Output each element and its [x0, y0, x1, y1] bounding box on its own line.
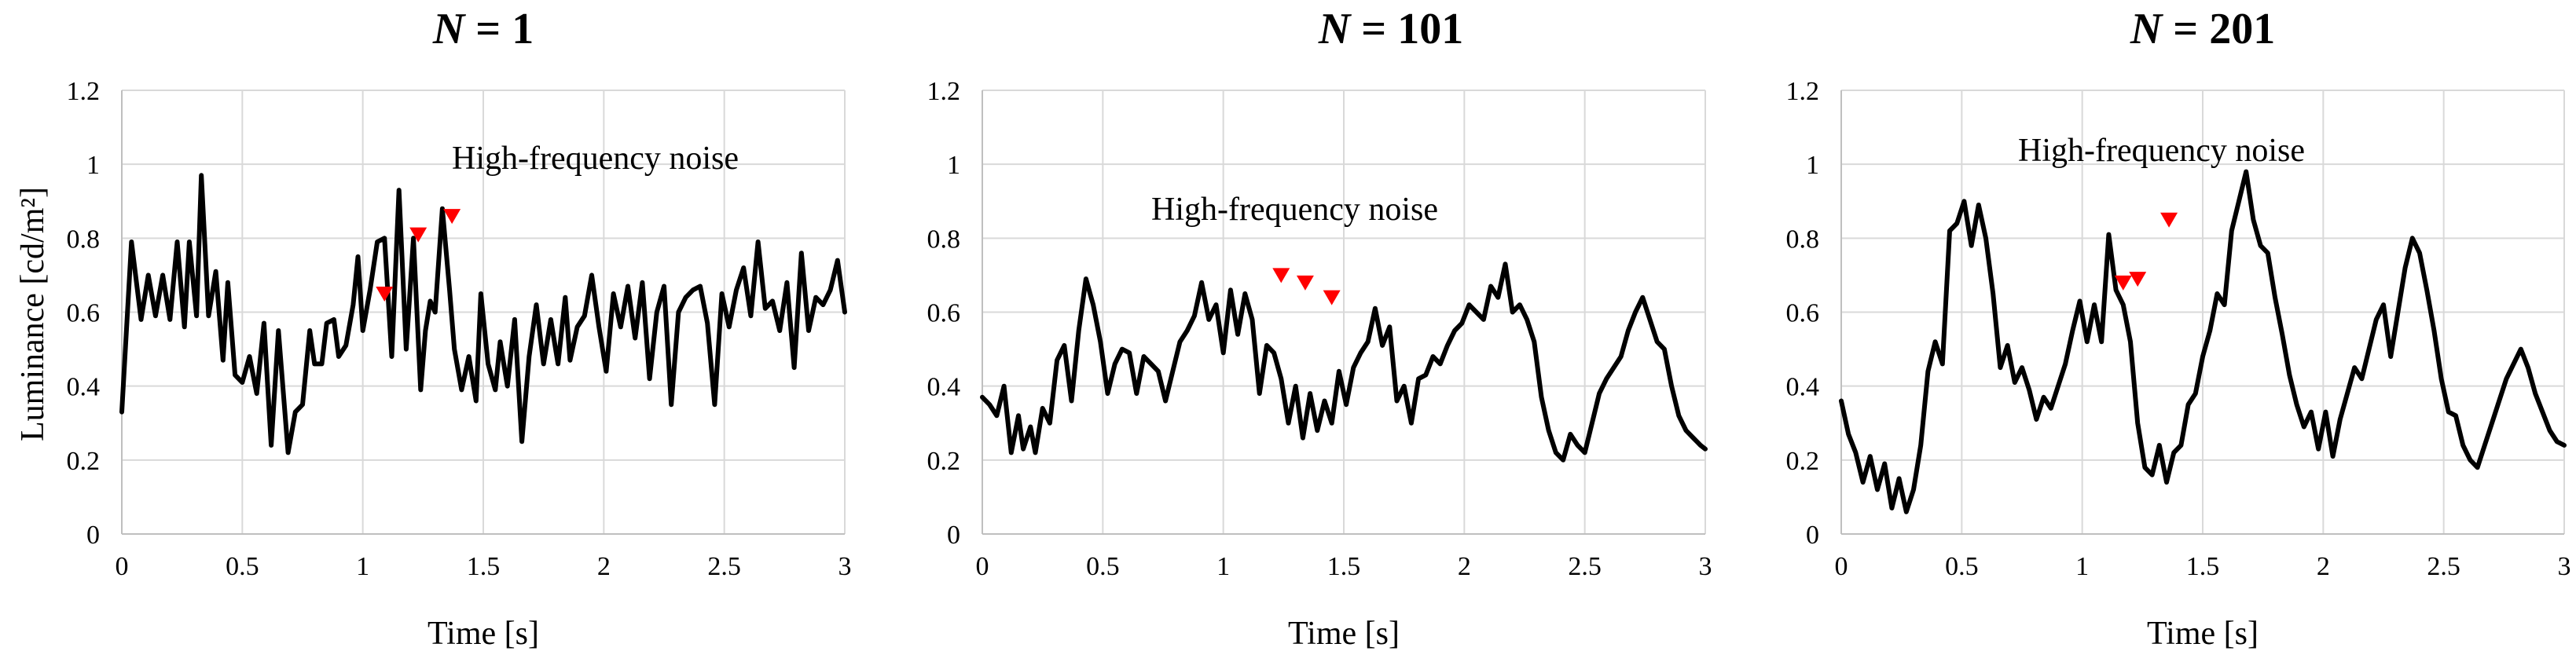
x-tick-labels: 0 0.5 1 1.5 2 2.5 3: [1835, 552, 2571, 581]
x-tick-label: 2.5: [2427, 552, 2460, 581]
noise-marker: [1323, 290, 1341, 305]
y-tick-label: 0.8: [1786, 225, 1820, 254]
y-tick-label: 0.6: [67, 299, 101, 328]
series-layer: [119, 173, 847, 455]
axis-frame: [1840, 90, 2564, 535]
noise-marker: [1272, 268, 1290, 283]
x-tick-label: 3: [2558, 552, 2571, 581]
x-tick-label: 2.5: [707, 552, 741, 581]
x-tick-label: 1.5: [1327, 552, 1361, 581]
noise-marker: [376, 286, 394, 302]
noise-marker: [443, 209, 461, 225]
noise-marker: [2114, 275, 2132, 291]
y-tick-label: 0.4: [927, 373, 961, 402]
x-axis-title: Time [s]: [2147, 616, 2259, 652]
markers-layer: [376, 209, 461, 302]
x-tick-label: 2: [1458, 552, 1471, 581]
noise-marker: [2129, 272, 2147, 287]
y-tick-label: 0.6: [927, 299, 961, 328]
x-tick-label: 2: [597, 552, 611, 581]
y-tick-labels: 0 0.2 0.4 0.6 0.8 1 1.2: [927, 77, 961, 550]
y-tick-label: 1: [1806, 151, 1819, 180]
series-line: [119, 173, 847, 455]
noise-marker: [2160, 212, 2178, 228]
x-tick-label: 0.5: [226, 552, 259, 581]
axis-frame: [982, 90, 1705, 535]
axis-frame: [121, 90, 845, 535]
y-tick-label: 0.4: [1786, 373, 1820, 402]
series-layer: [980, 262, 1708, 463]
y-tick-labels: 0 0.2 0.4 0.6 0.8 1 1.2: [1786, 77, 1820, 550]
chart-title: N = 101: [1318, 5, 1463, 53]
noise-marker: [1296, 275, 1314, 291]
x-tick-label: 1.5: [467, 552, 501, 581]
y-tick-label: 0.6: [1786, 299, 1820, 328]
x-tick-label: 0.5: [1086, 552, 1120, 581]
series-line: [980, 262, 1708, 463]
x-tick-label: 1: [2075, 552, 2089, 581]
x-tick-label: 1.5: [2186, 552, 2220, 581]
y-tick-label: 0.4: [67, 373, 101, 402]
x-tick-labels: 0 0.5 1 1.5 2 2.5 3: [976, 552, 1712, 581]
y-tick-label: 0: [86, 521, 100, 550]
chart-panel-1: N = 1 0 0.2 0.4 0.6 0.8 1 1.2 0 0.5 1 1.5 2 2.5 3 Hi…: [15, 5, 852, 652]
noise-marker: [409, 227, 427, 243]
y-tick-label: 0: [947, 521, 960, 550]
y-tick-label: 0.2: [67, 447, 101, 476]
x-tick-labels: 0 0.5 1 1.5 2 2.5 3: [116, 552, 852, 581]
x-axis-title: Time [s]: [427, 616, 539, 652]
x-tick-label: 1: [356, 552, 369, 581]
y-tick-label: 0.2: [1786, 447, 1820, 476]
markers-layer: [1272, 268, 1341, 305]
markers-layer: [2114, 212, 2178, 291]
y-tick-label: 0.8: [927, 225, 961, 254]
y-axis-title: Luminance [cd/m²]: [15, 187, 51, 441]
x-tick-label: 0: [116, 552, 129, 581]
annotation-label: High-frequency noise: [2018, 133, 2305, 169]
x-tick-label: 0.5: [1945, 552, 1979, 581]
x-tick-label: 2: [2317, 552, 2330, 581]
x-tick-label: 0: [976, 552, 989, 581]
x-tick-label: 1: [1216, 552, 1230, 581]
chart-panel-3: N = 201 00.20.40.60.811.2 0 0.5 1 1.5 2 2.5 3 …: [1786, 5, 2571, 652]
y-tick-label: 1: [947, 151, 960, 180]
x-axis-title: Time [s]: [1288, 616, 1400, 652]
y-tick-label: 0.8: [67, 225, 101, 254]
series-line: [1839, 169, 2567, 514]
y-tick-label: 0.2: [927, 447, 961, 476]
x-tick-label: 2.5: [1568, 552, 1602, 581]
gridlines: [982, 90, 1706, 535]
annotation-label: High-frequency noise: [1151, 192, 1438, 228]
y-tick-label: 0: [1806, 521, 1819, 550]
x-tick-label: 0: [1835, 552, 1848, 581]
chart-title: N = 201: [2130, 5, 2275, 53]
chart-panel-2: N = 101 00.20.40.60.811.2 0 0.5 1 1.5 2 2.5 3 …: [927, 5, 1712, 652]
y-tick-label: 1.2: [927, 77, 961, 106]
y-tick-label: 1: [86, 151, 100, 180]
y-tick-label: 1.2: [1786, 77, 1820, 106]
series-layer: [1839, 169, 2567, 514]
x-tick-label: 3: [1699, 552, 1712, 581]
y-tick-labels: 0 0.2 0.4 0.6 0.8 1 1.2: [67, 77, 101, 550]
x-tick-label: 3: [838, 552, 852, 581]
annotation-label: High-frequency noise: [452, 141, 739, 177]
y-tick-label: 1.2: [67, 77, 101, 106]
chart-title: N = 1: [432, 5, 534, 53]
